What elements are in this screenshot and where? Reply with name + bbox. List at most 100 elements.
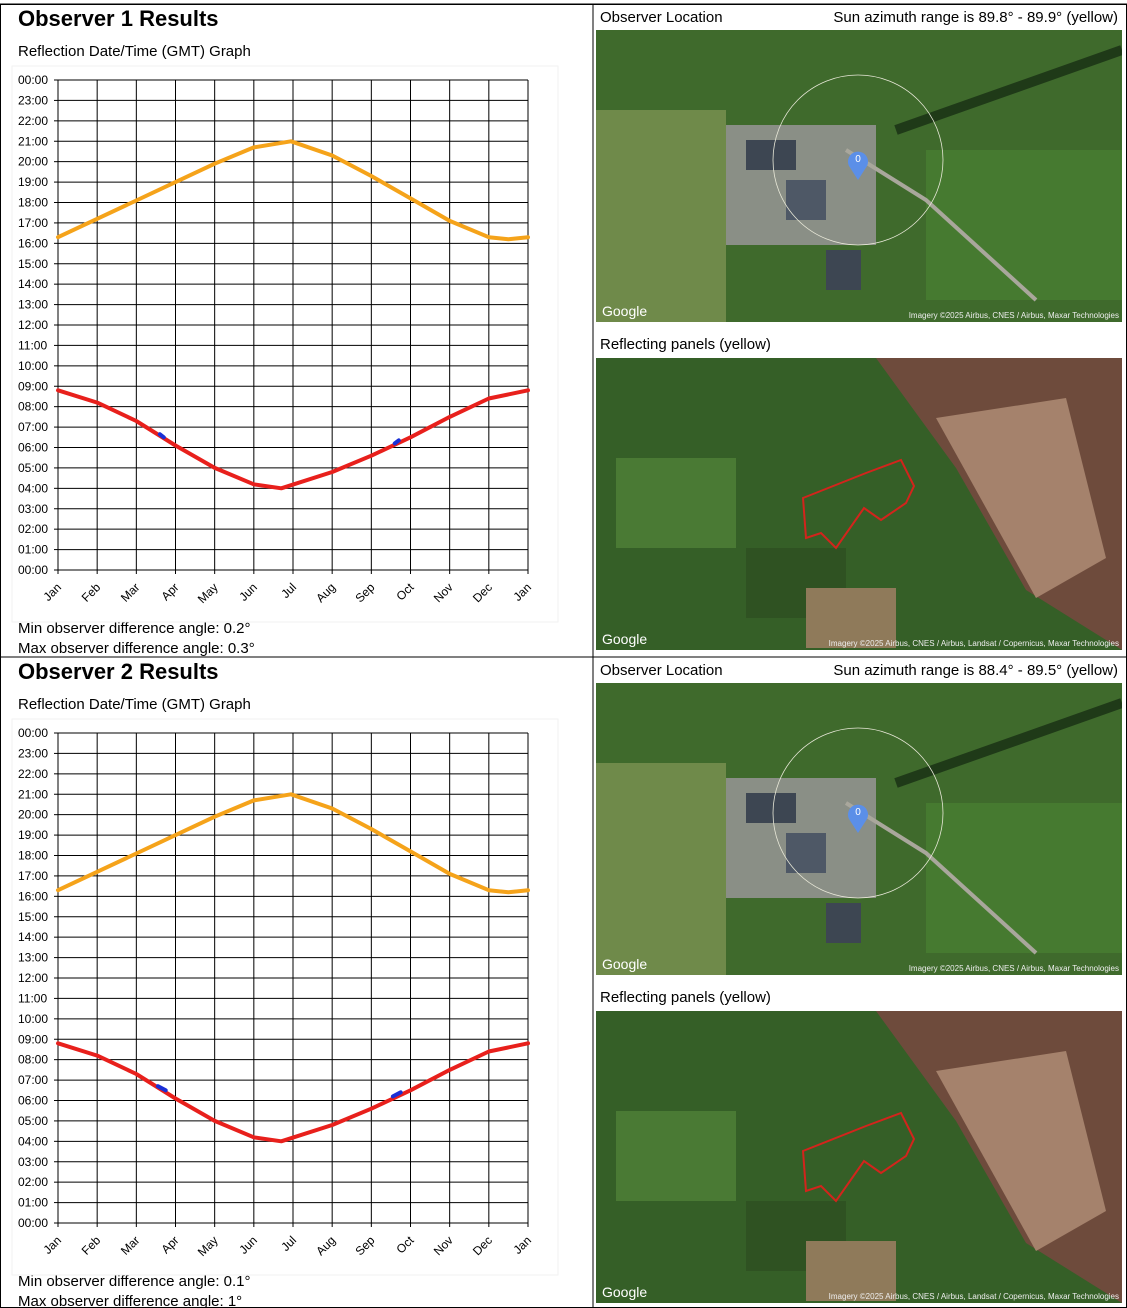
building [746, 140, 796, 170]
max-angle: Max observer difference angle: 1° [18, 1293, 242, 1308]
road [844, 801, 1038, 955]
y-tick-label: 20:00 [18, 808, 48, 822]
min-angle: Min observer difference angle: 0.2° [18, 620, 251, 637]
y-tick-label: 16:00 [18, 889, 48, 903]
map-credit: Imagery ©2025 Airbus, CNES / Airbus, Lan… [829, 1292, 1119, 1301]
y-tick-label: 00:00 [18, 1216, 48, 1230]
y-tick-label: 20:00 [18, 155, 48, 169]
road [844, 148, 1038, 302]
bog-light [936, 398, 1106, 598]
y-tick-label: 23:00 [18, 93, 48, 107]
location-map: 0 Google Imagery ©2025 Airbus, CNES / Airb… [596, 30, 1122, 322]
y-tick-label: 08:00 [18, 400, 48, 414]
building [826, 250, 861, 290]
map-image [596, 358, 1122, 650]
panels-map: Google Imagery ©2025 Airbus, CNES / Airbu… [596, 1011, 1122, 1303]
y-tick-label: 19:00 [18, 175, 48, 189]
y-tick-label: 01:00 [18, 543, 48, 557]
azimuth-range: Sun azimuth range is 89.8° - 89.9° (yell… [833, 9, 1118, 26]
y-tick-label: 05:00 [18, 461, 48, 475]
y-tick-label: 14:00 [18, 277, 48, 291]
y-tick-label: 17:00 [18, 869, 48, 883]
y-tick-label: 10:00 [18, 1012, 48, 1026]
curve [157, 432, 401, 446]
map-credit: Imagery ©2025 Airbus, CNES / Airbus, Max… [909, 311, 1119, 320]
y-tick-label: 11:00 [18, 338, 47, 352]
y-tick-label: 15:00 [18, 257, 48, 271]
map-logo: Google [602, 303, 647, 319]
panels-label: Reflecting panels (yellow) [600, 989, 771, 1006]
map-image: 0 [596, 683, 1122, 975]
curve [56, 1041, 530, 1144]
field [616, 458, 736, 548]
map-logo: Google [602, 1284, 647, 1300]
y-tick-label: 21:00 [18, 787, 48, 801]
y-tick-label: 05:00 [18, 1114, 48, 1128]
field [806, 588, 896, 648]
building [786, 180, 826, 220]
location-map: 0 Google Imagery ©2025 Airbus, CNES / Airb… [596, 683, 1122, 975]
y-tick-label: 07:00 [18, 1073, 48, 1087]
graph-title: Reflection Date/Time (GMT) Graph [18, 696, 251, 713]
panel-outline [801, 1111, 916, 1203]
map-image [596, 1011, 1122, 1303]
curve [56, 139, 530, 242]
y-tick-label: 18:00 [18, 849, 48, 863]
y-tick-label: 19:00 [18, 828, 48, 842]
pin [848, 151, 868, 180]
y-tick-label: 02:00 [18, 1175, 48, 1189]
y-tick-label: 09:00 [18, 379, 48, 393]
y-tick-label: 01:00 [18, 1196, 48, 1210]
azimuth-circle [772, 727, 944, 899]
y-tick-label: 12:00 [18, 318, 48, 332]
y-tick-label: 00:00 [18, 73, 48, 87]
max-angle: Max observer difference angle: 0.3° [18, 640, 255, 657]
y-tick-label: 21:00 [18, 134, 48, 148]
y-tick-label: 00:00 [18, 563, 48, 577]
chart-panel [11, 718, 559, 1276]
y-tick-label: 03:00 [18, 502, 48, 516]
section-title: Observer 2 Results [18, 659, 219, 684]
y-tick-label: 02:00 [18, 522, 48, 536]
y-tick-label: 22:00 [18, 114, 48, 128]
pin [848, 804, 869, 833]
section-title: Observer 1 Results [18, 6, 219, 31]
chart-panel [11, 65, 559, 623]
y-tick-label: 06:00 [18, 441, 48, 455]
pin-label: 0 [855, 807, 861, 818]
graph-title: Reflection Date/Time (GMT) Graph [18, 43, 251, 60]
building [746, 793, 796, 823]
y-tick-label: 22:00 [18, 767, 48, 781]
field [926, 150, 1122, 300]
y-tick-label: 13:00 [18, 298, 48, 312]
y-tick-label: 03:00 [18, 1155, 48, 1169]
building [826, 903, 861, 943]
field [806, 1241, 896, 1301]
pin-label: 0 [855, 154, 861, 165]
curve [56, 388, 530, 491]
building [786, 833, 826, 873]
location-label: Observer Location [600, 662, 723, 679]
y-tick-label: 15:00 [18, 910, 48, 924]
curve [155, 1084, 403, 1099]
y-tick-label: 12:00 [18, 971, 48, 985]
y-tick-label: 10:00 [18, 359, 48, 373]
y-tick-label: 04:00 [18, 1134, 48, 1148]
field [596, 110, 726, 322]
map-logo: Google [602, 631, 647, 647]
y-tick-label: 14:00 [18, 930, 48, 944]
map-image: 0 [596, 30, 1122, 322]
azimuth-circle [772, 74, 944, 246]
y-tick-label: 09:00 [18, 1032, 48, 1046]
y-tick-label: 18:00 [18, 196, 48, 210]
panel-outline [801, 458, 916, 550]
map-credit: Imagery ©2025 Airbus, CNES / Airbus, Max… [909, 964, 1119, 973]
y-tick-label: 11:00 [18, 991, 47, 1005]
y-tick-label: 16:00 [18, 236, 48, 250]
field [616, 1111, 736, 1201]
hedge [894, 698, 1122, 788]
panels-map: Google Imagery ©2025 Airbus, CNES / Airbu… [596, 358, 1122, 650]
y-tick-label: 07:00 [18, 420, 48, 434]
location-label: Observer Location [600, 9, 723, 26]
